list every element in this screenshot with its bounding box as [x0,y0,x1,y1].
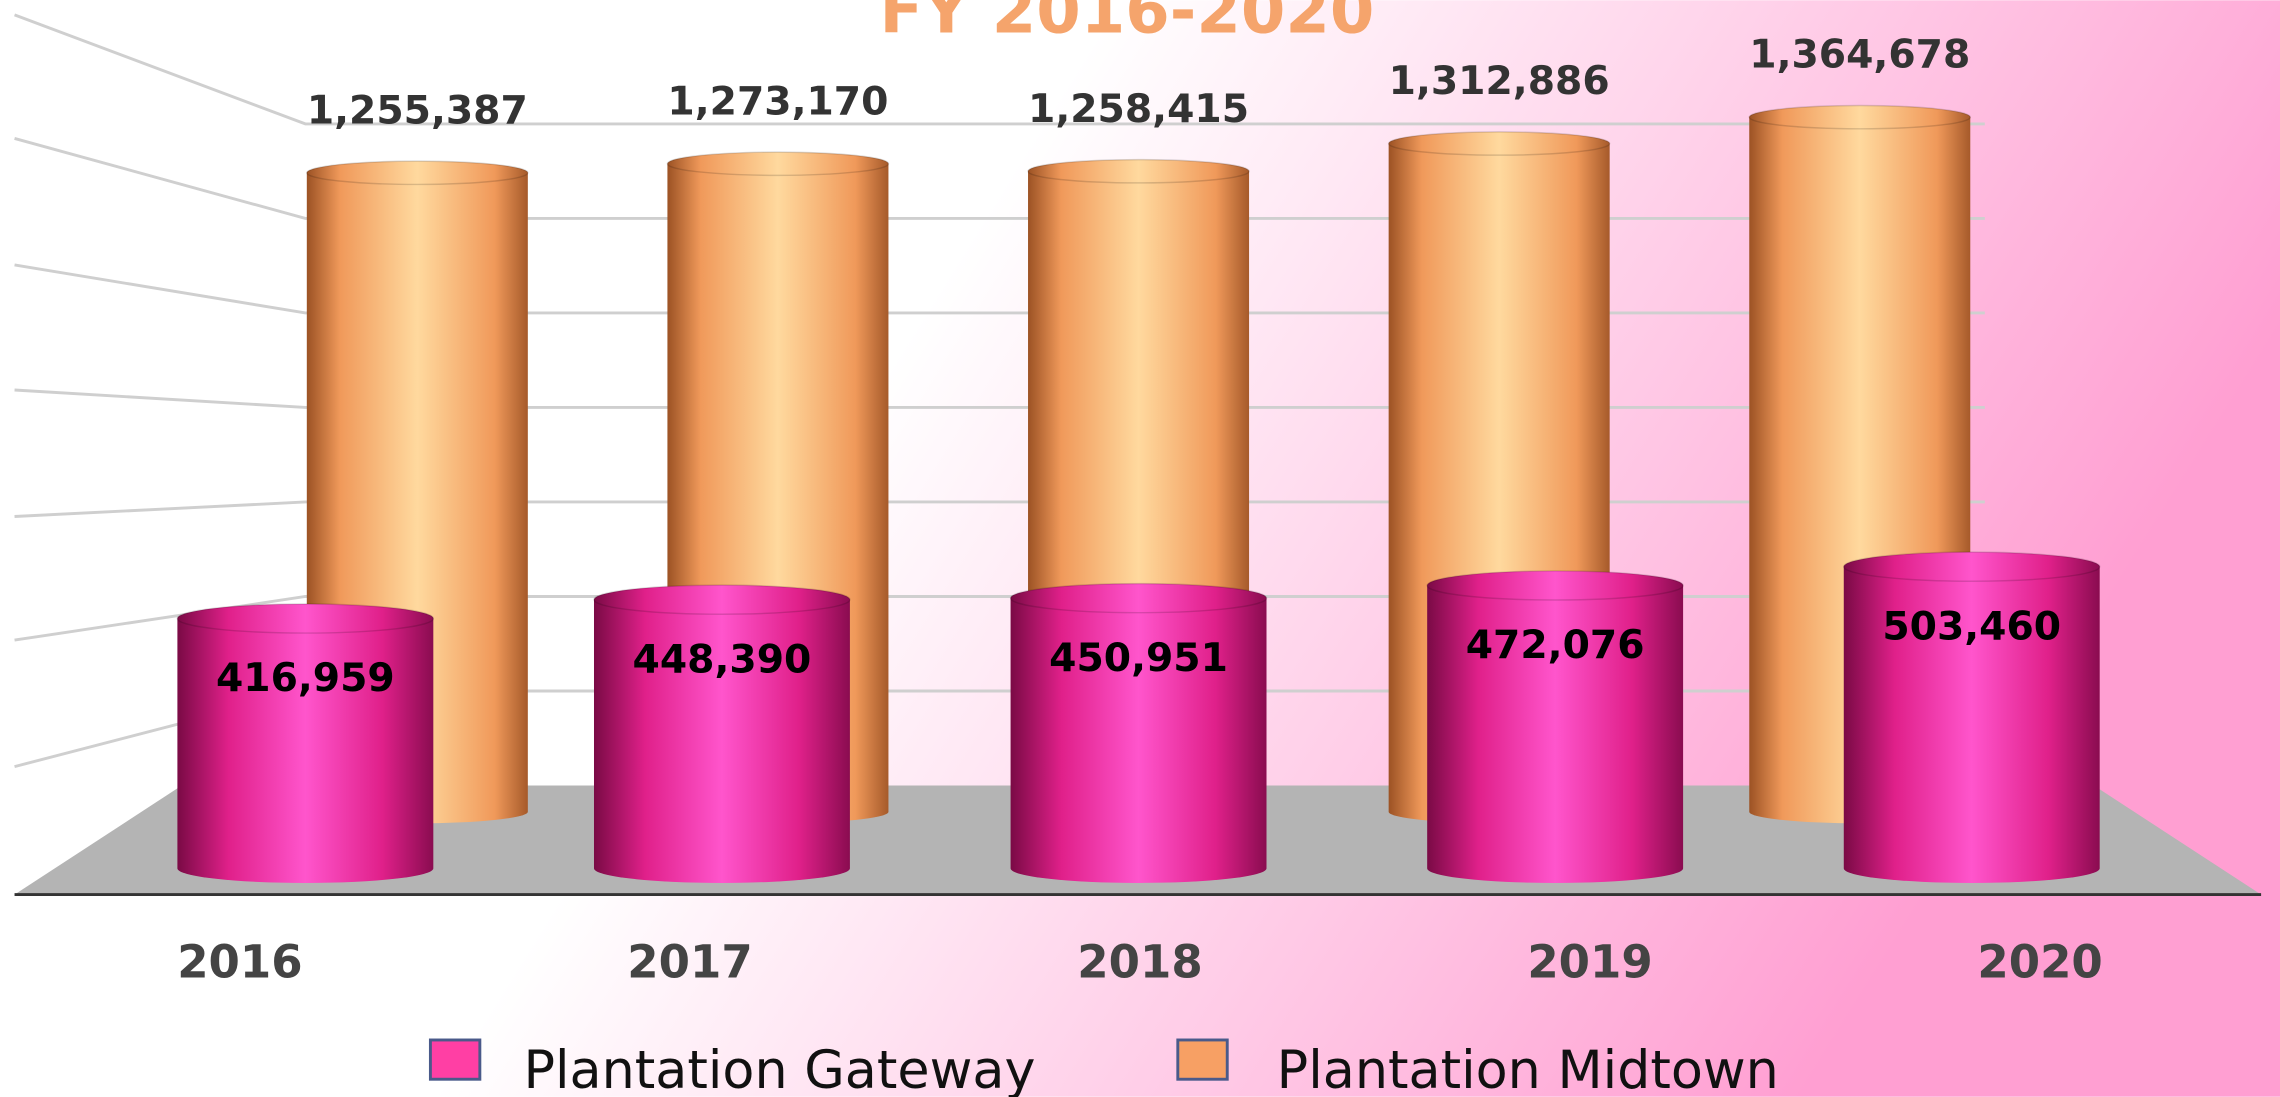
cylinder-top [1748,104,1972,130]
cylinder-top [1426,570,1684,601]
cylinder [593,599,850,883]
data-label: 1,273,170 [667,79,888,124]
legend-swatch [428,1038,482,1081]
data-label: 1,255,387 [307,88,528,133]
data-label: 503,460 [1882,604,2061,649]
x-tick-label: 2019 [1527,935,1652,988]
data-label: 416,959 [216,656,395,701]
x-tick-label: 2017 [627,935,752,988]
legend-label: Plantation Midtown [1277,1040,1779,1097]
data-label: 448,390 [633,637,812,682]
cylinder-top [1009,582,1268,614]
legend-swatch [1176,1038,1229,1081]
chart-title: FY 2016-2020 [879,0,1374,48]
cylinder [177,618,434,883]
data-label: 1,258,415 [1028,87,1249,132]
data-label: 472,076 [1466,623,1645,668]
cylinder-top [176,603,435,634]
legend-label: Plantation Gateway [523,1040,1035,1097]
x-tick-label: 2020 [1977,935,2102,988]
cylinder-top [306,160,529,186]
cylinder [1427,585,1684,883]
cylinder-top [593,584,851,615]
cylinder-top [1843,551,2101,582]
cylinder-top [1387,131,1611,156]
cylinder-top [666,151,890,177]
data-label: 1,312,886 [1389,59,1610,104]
cylinder [1010,598,1267,883]
data-label: 450,951 [1049,636,1228,681]
cylinder-top [1027,158,1250,184]
x-tick-label: 2018 [1077,935,1202,988]
data-label: 1,364,678 [1749,33,1970,78]
x-tick-label: 2016 [177,935,302,988]
cylinder [1843,566,2100,883]
